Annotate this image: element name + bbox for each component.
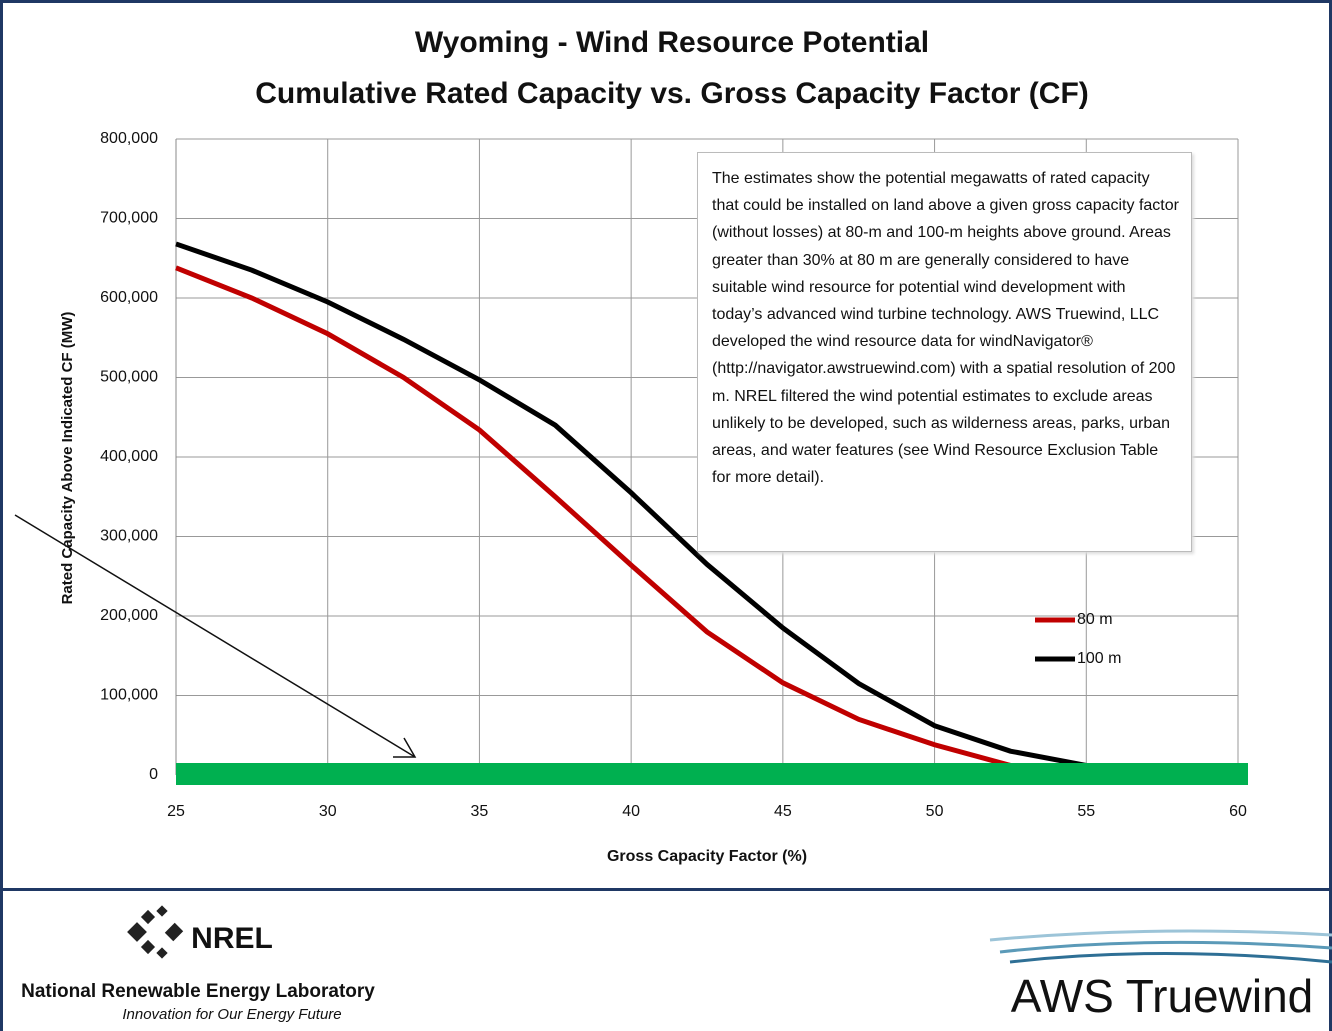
annotation: The estimates show the potential megawat… <box>697 152 1192 552</box>
y-tick-label: 800,000 <box>100 130 158 147</box>
x-tick-label: 60 <box>1229 803 1247 820</box>
y-tick-label: 500,000 <box>100 369 158 386</box>
y-tick-label: 700,000 <box>100 210 158 227</box>
x-tick-label: 30 <box>319 803 337 820</box>
y-axis-label: Rated Capacity Above Indicated CF (MW) <box>59 312 76 605</box>
line-series <box>175 265 1087 776</box>
x-axis-label: Gross Capacity Factor (%) <box>607 848 807 865</box>
legend-label: 100 m <box>1077 650 1121 667</box>
line-series <box>175 241 1087 768</box>
nrel-logo: NREL <box>191 922 273 955</box>
x-tick-label: 25 <box>167 803 185 820</box>
y-tick-label: 200,000 <box>100 607 158 624</box>
highlight-band <box>176 763 1248 785</box>
arrow-head <box>393 737 417 758</box>
y-tick-label: 0 <box>149 766 158 783</box>
aws-swoosh <box>989 929 1332 964</box>
x-tick-label: 55 <box>1077 803 1095 820</box>
y-tick-label: 300,000 <box>100 528 158 545</box>
x-tick-label: 40 <box>622 803 640 820</box>
chart-subtitle: Cumulative Rated Capacity vs. Gross Capa… <box>255 77 1089 110</box>
y-tick-label: 400,000 <box>100 448 158 465</box>
y-tick-label: 600,000 <box>100 289 158 306</box>
nrel-logo-mark <box>127 905 184 959</box>
nrel-tagline: Innovation for Our Energy Future <box>122 1006 341 1023</box>
y-tick-label: 100,000 <box>100 687 158 704</box>
chart-title: Wyoming - Wind Resource Potential <box>415 26 929 59</box>
x-tick-label: 50 <box>926 803 944 820</box>
nrel-name: National Renewable Energy Laboratory <box>21 981 375 1002</box>
x-tick-label: 45 <box>774 803 792 820</box>
aws-logo: AWS Truewind <box>1011 970 1314 1022</box>
x-tick-label: 35 <box>471 803 489 820</box>
legend-label: 80 m <box>1077 611 1113 628</box>
arrow <box>14 514 416 758</box>
